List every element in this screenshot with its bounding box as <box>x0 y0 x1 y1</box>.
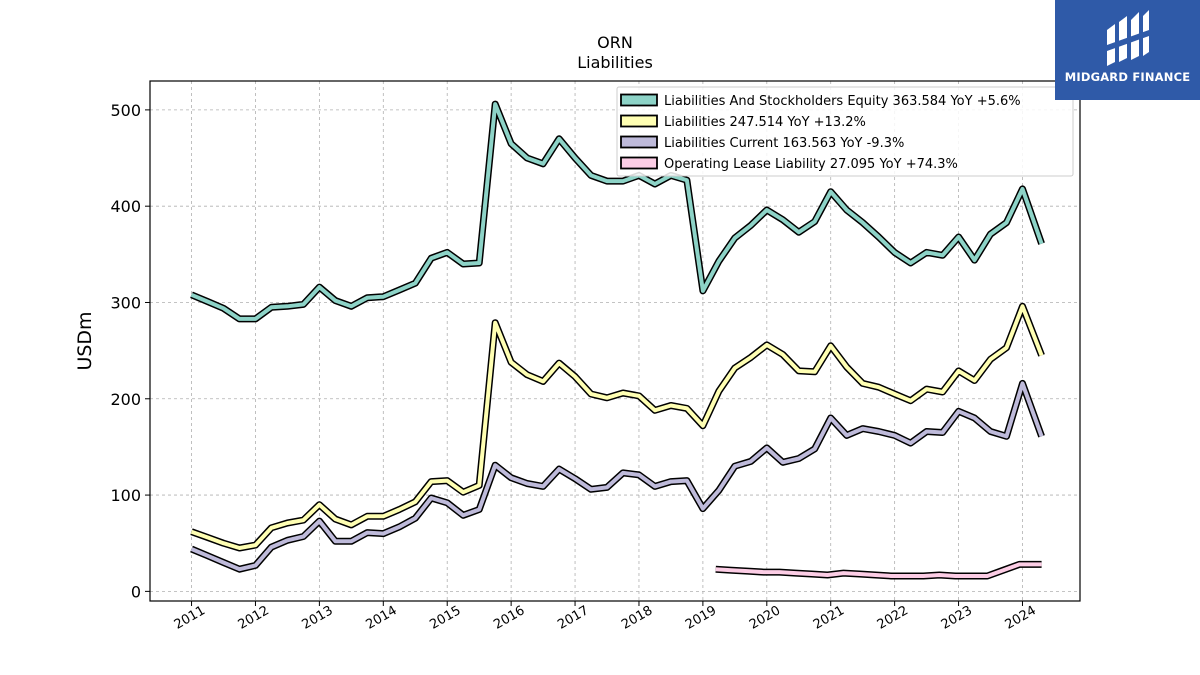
x-tick-label: 2012 <box>236 603 272 633</box>
legend-label: Liabilities Current 163.563 YoY -9.3% <box>664 136 904 151</box>
legend-swatch <box>620 93 658 107</box>
x-tick-label: 2022 <box>875 603 911 633</box>
brand-mark-icon <box>1107 10 1149 66</box>
x-tick-label: 2013 <box>300 603 336 633</box>
series-0 <box>190 100 1045 323</box>
legend-label: Liabilities And Stockholders Equity 363.… <box>664 94 1021 109</box>
plot-frame <box>149 80 1081 602</box>
legend-swatch <box>620 114 658 128</box>
legend-label: Liabilities 247.514 YoY +13.2% <box>664 115 866 130</box>
legend-entry: Operating Lease Liability 27.095 YoY +74… <box>620 156 958 172</box>
y-tick-label: 300 <box>110 293 141 312</box>
y-tick-label: 0 <box>131 582 141 601</box>
y-tick-label: 500 <box>110 101 141 120</box>
x-tick-label: 2014 <box>363 603 399 633</box>
legend-label: Operating Lease Liability 27.095 YoY +74… <box>664 157 958 172</box>
series-1 <box>190 302 1045 552</box>
x-tick-label: 2011 <box>172 603 208 633</box>
x-tick-label: 2019 <box>683 603 719 633</box>
x-tick-label: 2015 <box>427 603 463 633</box>
y-tick-label: 400 <box>110 197 141 216</box>
y-tick-label: 200 <box>110 390 141 409</box>
x-tick-label: 2021 <box>811 603 847 633</box>
brand-logo: MIDGARD FINANCE <box>1055 0 1200 100</box>
legend-entry: Liabilities 247.514 YoY +13.2% <box>620 114 866 130</box>
series-3 <box>715 560 1042 580</box>
series-line <box>715 562 1042 578</box>
x-tick-label: 2020 <box>747 603 783 633</box>
legend-swatch <box>620 156 658 170</box>
series-lines <box>190 100 1045 580</box>
legend-entry: Liabilities And Stockholders Equity 363.… <box>620 93 1021 109</box>
brand-name: MIDGARD FINANCE <box>1064 70 1191 84</box>
legend-box <box>616 86 1074 177</box>
x-tick-label: 2016 <box>491 603 527 633</box>
series-line <box>190 381 1044 572</box>
series-line <box>190 304 1044 550</box>
chart-title: ORN <box>597 33 633 52</box>
x-tick-label: 2018 <box>619 603 655 633</box>
y-axis-label: USDm <box>74 311 96 370</box>
legend-entry: Liabilities Current 163.563 YoY -9.3% <box>620 135 904 151</box>
legend-swatch <box>620 135 658 149</box>
x-tick-label: 2024 <box>1003 603 1039 633</box>
x-tick-label: 2023 <box>939 603 975 633</box>
series-2 <box>190 379 1045 573</box>
chart-subtitle: Liabilities <box>577 53 653 72</box>
series-line-outline <box>190 302 1045 552</box>
x-tick-label: 2017 <box>555 603 591 633</box>
y-tick-label: 100 <box>110 486 141 505</box>
series-line <box>190 102 1044 321</box>
axis-ticks: 0 100 200 300 400 500 2011 2012 2013 2014 2015 2016… <box>110 101 1038 633</box>
legend: Liabilities And Stockholders Equity 363.… <box>616 86 1074 177</box>
